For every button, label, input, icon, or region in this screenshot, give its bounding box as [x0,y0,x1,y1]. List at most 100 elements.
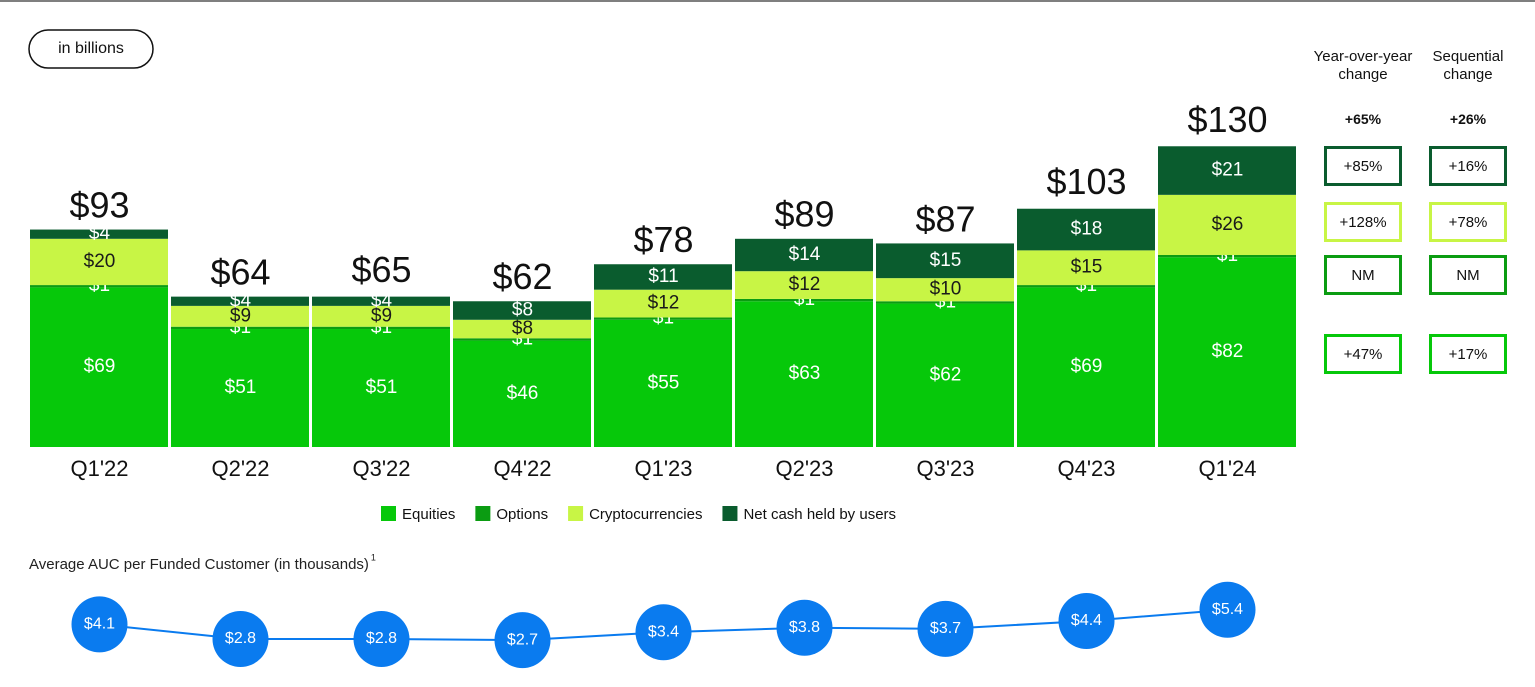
point-label: $3.7 [930,620,961,637]
x-tick-label: Q4'23 [1057,456,1115,481]
value-label: $51 [366,377,398,398]
point-label: $2.8 [366,630,397,647]
total-label: $64 [210,251,270,292]
value-label: $4 [371,290,393,311]
bar-segment [312,329,450,447]
legend-label: Cryptocurrencies [589,506,702,523]
bar-segment [594,317,732,320]
legend-swatch [568,506,584,521]
value-label: $62 [930,364,962,385]
bar-segment [1158,257,1296,447]
point [776,599,833,656]
value-label: $82 [1212,341,1244,362]
x-tick-label: Q1'23 [634,456,692,481]
bar-segment [876,303,1014,447]
bar-segment [312,296,450,306]
bar-segment [171,329,309,447]
point [1058,593,1115,649]
bar-segment [735,271,873,299]
change-cell: NM [1324,255,1402,295]
bar-segment [30,238,168,286]
point-label: $5.4 [1212,601,1243,618]
bar-segment [876,301,1014,304]
value-label: $18 [1071,219,1103,240]
value-label: $4 [230,290,252,311]
value-label: $46 [507,383,539,404]
value-label: $63 [789,363,821,384]
legend-label: Equities [402,506,455,523]
total-label: $65 [351,249,411,290]
x-tick-label: Q4'22 [493,456,551,481]
bar-segment [735,238,873,272]
point [635,604,692,661]
change-cell: +78% [1429,202,1507,242]
value-label: $12 [789,274,821,295]
legend-swatch [722,506,738,521]
total-change: +26% [1449,111,1487,127]
bar-segment [735,301,873,447]
point [917,600,974,657]
bar-segment [1017,287,1155,447]
point [353,611,410,667]
point [494,612,551,669]
legend-swatch [475,506,491,521]
bar-segment [171,296,309,306]
bar-segment [312,326,450,330]
point-label: $4.4 [1071,612,1102,629]
x-tick-label: Q1'22 [70,456,128,481]
change-cell: +47% [1324,334,1402,374]
line-title: Average AUC per Funded Customer (in thou… [29,556,369,573]
bar-segment [30,287,168,447]
value-label: $14 [789,244,821,265]
value-label: $21 [1212,160,1244,181]
bar-segment [453,338,591,341]
bar-segment [1158,254,1296,258]
value-label: $55 [648,372,680,393]
x-tick-label: Q2'22 [211,456,269,481]
x-tick-label: Q3'22 [352,456,410,481]
change-cell: +16% [1429,146,1507,186]
bar-segment [1158,146,1296,195]
legend-label: Options [496,506,548,523]
column-header: Year-over-year change [1313,48,1413,83]
value-label: $26 [1212,214,1244,235]
value-label: $9 [371,305,392,326]
column-header: Sequential change [1432,48,1504,83]
value-label: $69 [1071,356,1103,377]
point [71,596,128,653]
bar-segment [453,340,591,447]
value-label: $8 [512,318,533,339]
value-label: $20 [84,251,116,272]
total-label: $103 [1046,161,1126,202]
bar-segment [594,264,732,290]
point-label: $3.4 [648,623,679,640]
bar-segment [312,305,450,327]
bar-segment [171,305,309,327]
unit-label: in billions [58,40,124,57]
legend-label: Net cash held by users [743,506,896,523]
value-label: $8 [512,300,533,321]
value-label: $51 [225,377,257,398]
change-cell: +85% [1324,146,1402,186]
bar-segment [876,278,1014,302]
bar-segment [30,285,168,288]
total-label: $87 [915,198,975,239]
bar-segment [171,326,309,330]
total-label: $62 [492,256,552,297]
bar-segment [1017,285,1155,288]
unit-pill [28,29,154,69]
point [212,611,269,667]
value-label: $12 [648,293,680,314]
total-label: $78 [633,219,693,260]
total-label: $93 [69,184,129,225]
total-label: $89 [774,194,834,235]
value-label: $69 [84,356,116,377]
x-tick-label: Q3'23 [916,456,974,481]
value-label: $15 [1071,257,1103,278]
change-cell: +128% [1324,202,1402,242]
x-tick-label: Q1'24 [1198,456,1256,481]
point-label: $2.7 [507,631,538,648]
bar-segment [876,243,1014,279]
bar-segment [1158,194,1296,255]
